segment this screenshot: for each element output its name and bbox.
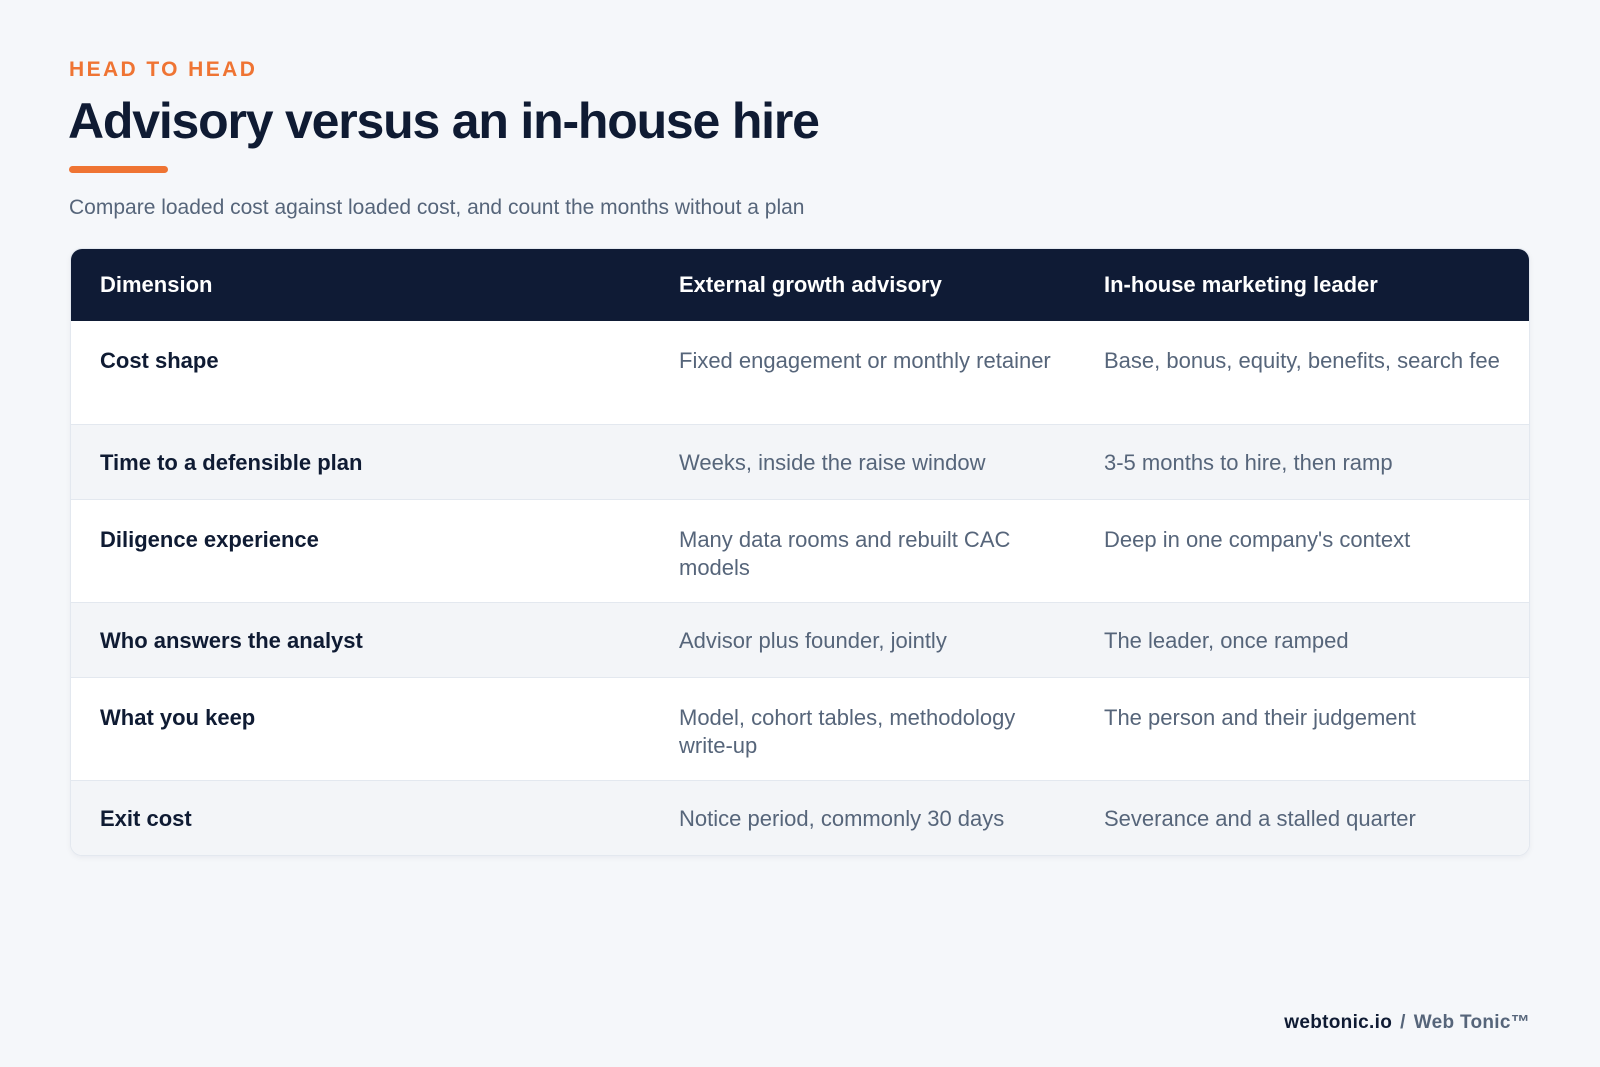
row-advisory-value: Advisor plus founder, jointly [679,628,947,653]
footer-separator: / [1400,1012,1406,1033]
row-inhouse-value: The leader, once ramped [1104,628,1349,653]
table-row: Who answers the analyst Advisor plus fou… [71,602,1529,677]
title-underline-accent [69,166,168,173]
row-inhouse-value: Severance and a stalled quarter [1104,806,1416,831]
footer-site: webtonic.io [1284,1012,1393,1033]
row-dimension: Who answers the analyst [100,628,363,653]
column-header-advisory: External growth advisory [679,272,942,297]
table-row: Cost shape Fixed engagement or monthly r… [71,321,1529,424]
table-row: Exit cost Notice period, commonly 30 day… [71,780,1529,855]
row-advisory-value: Weeks, inside the raise window [679,450,986,475]
table-row: Time to a defensible plan Weeks, inside … [71,424,1529,499]
footer-credit: webtonic.io / Web Tonic™ [1284,1012,1530,1034]
table-body: Cost shape Fixed engagement or monthly r… [71,321,1529,855]
row-dimension: Diligence experience [100,527,319,552]
table-row: What you keep Model, cohort tables, meth… [71,677,1529,780]
comparison-table: Dimension External growth advisory In-ho… [70,248,1530,856]
row-advisory-value: Many data rooms and rebuilt CAC models [679,527,1011,580]
page-subtitle: Compare loaded cost against loaded cost,… [69,196,805,219]
column-header-dimension: Dimension [100,272,213,297]
row-dimension: Exit cost [100,806,192,831]
column-header-inhouse: In-house marketing leader [1104,272,1378,297]
row-dimension: What you keep [100,705,256,730]
page-title: Advisory versus an in-house hire [68,93,820,149]
row-inhouse-value: 3-5 months to hire, then ramp [1104,450,1393,475]
row-inhouse-value: Base, bonus, equity, benefits, search fe… [1104,348,1500,373]
row-advisory-value: Model, cohort tables, methodology write-… [679,705,1016,758]
table-row: Diligence experience Many data rooms and… [71,499,1529,602]
row-dimension: Cost shape [100,348,219,373]
row-dimension: Time to a defensible plan [100,450,363,475]
footer-brand: Web Tonic™ [1413,1012,1530,1033]
row-advisory-value: Fixed engagement or monthly retainer [679,348,1051,373]
eyebrow-label: HEAD TO HEAD [69,58,258,81]
row-inhouse-value: The person and their judgement [1104,705,1416,730]
row-advisory-value: Notice period, commonly 30 days [679,806,1005,831]
table-header: Dimension External growth advisory In-ho… [71,249,1529,321]
row-inhouse-value: Deep in one company's context [1104,527,1411,552]
